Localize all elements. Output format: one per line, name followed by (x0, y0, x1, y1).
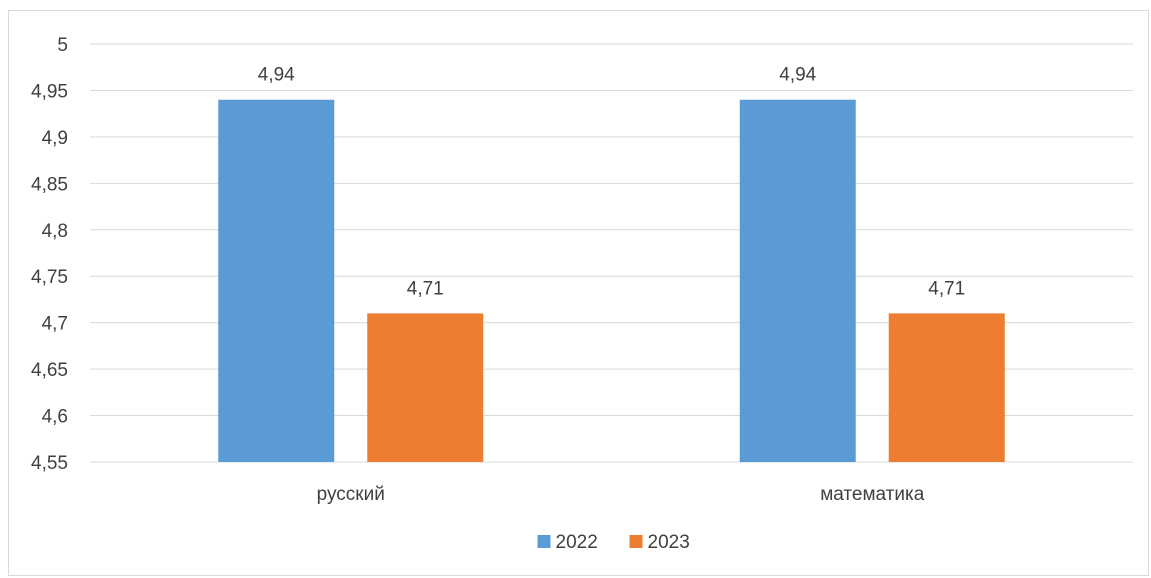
y-tick-label: 4,75 (31, 267, 68, 288)
bar-2022-1 (739, 99, 856, 462)
bar-2023-0 (367, 313, 484, 462)
x-category-label: математика (820, 484, 925, 505)
chart-frame (8, 10, 1149, 576)
bar-2023-1 (888, 313, 1005, 462)
data-label: 4,94 (258, 65, 295, 86)
legend-swatch-2023 (629, 535, 643, 548)
legend-label: 2023 (648, 532, 690, 553)
y-tick-label: 4,55 (31, 453, 68, 474)
bar-2022-0 (218, 99, 335, 462)
y-tick-label: 4,6 (42, 407, 68, 428)
y-tick-label: 4,9 (42, 128, 68, 149)
y-tick-label: 4,95 (31, 81, 68, 102)
data-label: 4,71 (407, 278, 444, 299)
y-tick-label: 4,7 (42, 314, 68, 335)
y-tick-label: 4,85 (31, 174, 68, 195)
legend-label: 2022 (556, 532, 598, 553)
y-tick-label: 4,8 (42, 221, 68, 242)
data-label: 4,71 (928, 278, 965, 299)
y-tick-label: 4,65 (31, 360, 68, 381)
x-category-label: русский (317, 484, 385, 505)
legend-swatch-2022 (537, 535, 551, 548)
y-tick-label: 5 (57, 35, 68, 56)
data-label: 4,94 (779, 65, 816, 86)
